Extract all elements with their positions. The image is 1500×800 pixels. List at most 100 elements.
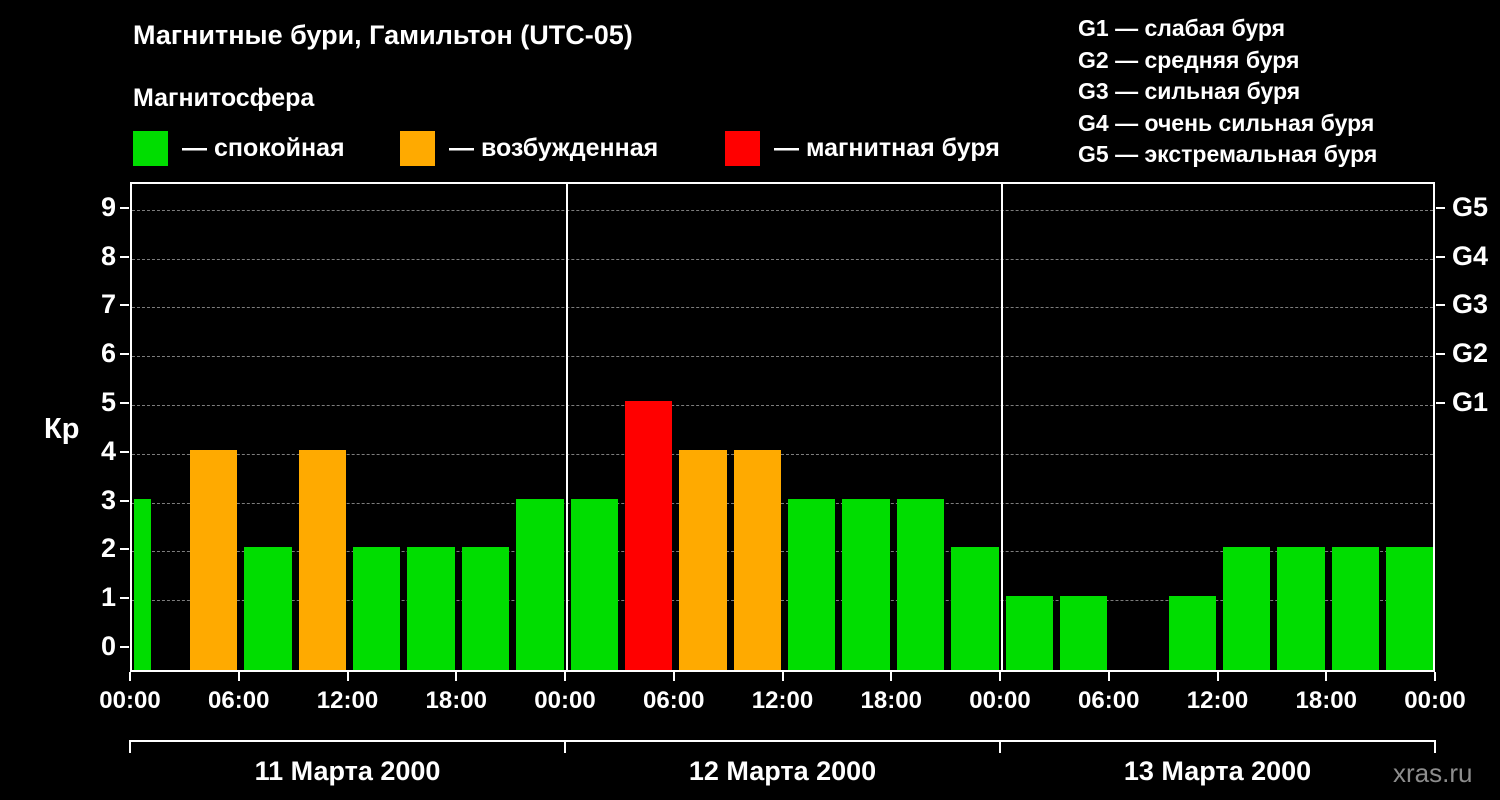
x-axis-tick [346, 672, 349, 681]
x-axis-tick [1434, 672, 1436, 681]
kp-bar [733, 449, 781, 670]
x-tick-label: 06:00 [643, 687, 705, 714]
quiet-color-swatch [133, 130, 168, 166]
y-axis-title: Кр [44, 413, 80, 445]
kp-bar [298, 449, 346, 670]
x-axis-tick [672, 672, 675, 681]
page-title: Магнитные бури, Гамильтон (UTC-05) [133, 20, 633, 50]
g2-legend-line: G2 — средняя буря [1078, 46, 1300, 73]
kp-bar [1005, 596, 1053, 670]
gridline-kp4 [132, 453, 1433, 455]
date-label: 12 Марта 2000 [688, 756, 877, 786]
legend-item-quiet: — спокойная [133, 130, 345, 166]
x-tick-label: 12:00 [751, 687, 814, 714]
x-tick-label: 18:00 [425, 687, 487, 714]
y-axis-tick [120, 646, 129, 648]
y-tick-label: 5 [100, 387, 116, 417]
y-axis-tick [120, 353, 129, 356]
gridline-kp8 [132, 258, 1433, 260]
kp-bar [1331, 547, 1380, 670]
g-level-label: G2 [1452, 338, 1489, 369]
legend-label-storm: — магнитная буря [774, 133, 1000, 162]
legend-label-quiet: — спокойная [182, 133, 345, 162]
x-axis-tick [455, 672, 458, 681]
day-separator-line [1001, 184, 1003, 670]
gridline-kp7 [132, 307, 1433, 309]
y-tick-label: 7 [100, 289, 116, 320]
gridline-kp6 [132, 356, 1433, 358]
x-axis-tick [999, 672, 1001, 681]
right-axis-tick [1436, 206, 1445, 209]
kp-bar [1223, 547, 1271, 670]
y-tick-label: 8 [100, 240, 116, 271]
legend-label-excited: — возбужденная [449, 133, 659, 162]
x-axis-tick [1325, 672, 1328, 681]
y-axis-tick [120, 402, 129, 404]
g-level-label: G3 [1452, 289, 1489, 320]
x-axis-tick [1216, 672, 1219, 681]
day-separator-line [566, 184, 568, 670]
kp-bar [1168, 596, 1216, 670]
g5-legend-line: G5 — экстремальная буря [1078, 141, 1378, 167]
kp-bar [244, 547, 292, 670]
kp-bar [788, 498, 836, 670]
watermark: xras.ru [1393, 758, 1473, 788]
kp-bar [1386, 547, 1433, 670]
plot-area [130, 182, 1435, 672]
x-tick-label: 00:00 [99, 687, 161, 714]
date-bracket-tick [129, 740, 131, 753]
x-tick-label: 00:00 [534, 687, 596, 714]
x-tick-label: 18:00 [860, 687, 922, 714]
g-level-label: G5 [1452, 191, 1489, 222]
right-axis-tick [1436, 304, 1445, 307]
y-axis-tick [120, 597, 129, 600]
gridline-kp9 [132, 209, 1433, 211]
g-level-label: G1 [1452, 387, 1489, 417]
date-bracket-tick [564, 740, 566, 753]
y-tick-label: 9 [100, 191, 116, 222]
x-tick-label: 12:00 [316, 687, 379, 714]
right-axis-tick [1436, 402, 1445, 404]
y-tick-label: 4 [100, 435, 116, 466]
y-tick-label: 3 [100, 484, 116, 515]
y-tick-label: 0 [100, 631, 116, 661]
date-bracket-tick [999, 740, 1001, 753]
y-tick-label: 2 [100, 533, 116, 564]
kp-bar [407, 547, 455, 670]
g4-legend-line: G4 — очень сильная буря [1078, 109, 1375, 136]
right-axis-tick [1436, 255, 1445, 258]
x-axis-tick [129, 672, 131, 681]
date-bracket-line [130, 740, 1435, 742]
kp-bar [461, 547, 510, 670]
kp-bar [516, 498, 564, 670]
gridline-kp5 [132, 405, 1433, 406]
g1-legend-line: G1 — слабая буря [1078, 15, 1286, 41]
y-axis-tick [120, 206, 129, 209]
x-tick-label: 18:00 [1295, 687, 1357, 714]
x-tick-label: 00:00 [969, 687, 1031, 714]
kp-bar [353, 547, 401, 670]
y-tick-label: 1 [100, 582, 116, 613]
kp-bar [624, 401, 673, 670]
x-axis-tick [564, 672, 566, 681]
y-axis-tick [120, 499, 129, 502]
kp-bar [189, 449, 238, 670]
kp-bar [1059, 596, 1108, 670]
kp-bar [679, 449, 727, 670]
x-tick-label: 06:00 [1078, 687, 1140, 714]
kp-bar [1277, 547, 1325, 670]
x-axis-tick [781, 672, 784, 681]
x-axis-tick [237, 672, 240, 681]
kp-bar [842, 498, 890, 670]
x-tick-label: 12:00 [1186, 687, 1249, 714]
date-label: 11 Марта 2000 [254, 756, 441, 786]
date-label: 13 Марта 2000 [1123, 756, 1312, 786]
date-bracket-tick [1434, 740, 1436, 753]
magnetosphere-label: Магнитосфера [133, 84, 315, 112]
gridline-kp1 [132, 600, 1433, 602]
kp-bar [570, 498, 618, 670]
g-level-label: G4 [1452, 240, 1489, 271]
x-axis-tick [1107, 672, 1110, 681]
y-axis-tick [120, 255, 129, 258]
